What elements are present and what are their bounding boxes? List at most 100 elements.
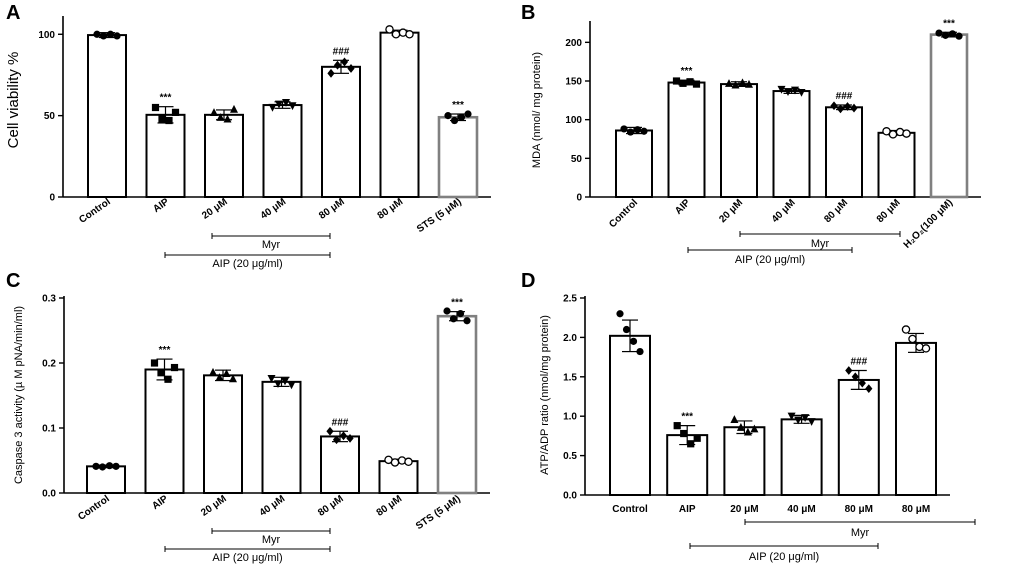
panel-a-bar [204, 113, 244, 198]
panel-a-category-label: 20 μM [200, 196, 230, 221]
panel-a-data-point [216, 113, 225, 121]
panel-b-letter: B [521, 2, 535, 24]
panel-c-significance: *** [451, 298, 463, 309]
panel-b-ylabel: MDA (nmol/ mg protein) [531, 52, 543, 168]
panel-b-data-point [640, 127, 648, 135]
panel-a-data-point [268, 103, 277, 112]
panel-d-data-point [750, 424, 759, 433]
panel-b-aip-label: AIP (20 μg/ml) [735, 254, 805, 266]
panel-d-category-label: 40 μM [787, 504, 815, 515]
panel-b-data-point [830, 101, 838, 111]
panel-d-category-label: 80 μM [845, 504, 873, 515]
panel-c-category-label: AIP [150, 493, 170, 512]
panel-c-data-point [229, 374, 237, 383]
panel-a-bar [262, 104, 303, 198]
panel-a-data-point [405, 30, 414, 39]
panel-a-category-label: STS (5 μM) [415, 196, 464, 235]
panel-b-ytick-label: 50 [571, 154, 583, 165]
panel-d-data-point [908, 334, 917, 344]
panel-c-data-point [92, 462, 100, 470]
panel-a-data-point [171, 108, 180, 116]
panel-c-bar [436, 314, 478, 495]
panel-d-category-label: 20 μM [730, 504, 758, 515]
panel-d-data-point [794, 416, 803, 425]
panel-d-myr-label: Myr [851, 527, 870, 539]
panel-b-data-point [633, 126, 642, 134]
panel-a-data-point [327, 68, 335, 78]
panel-b-category-label: 20 μM [717, 197, 745, 225]
panel-c: C Caspase 3 activity (µ M pNA/min/ml) 0.… [6, 270, 490, 564]
panel-a-category-label: AIP [151, 196, 171, 215]
panel-a-myr-label: Myr [262, 239, 281, 251]
panel-b-data-point [836, 104, 845, 114]
panel-b-bar [615, 129, 653, 198]
panel-c-ytick-label: 0.0 [42, 489, 56, 500]
panel-b-data-point [745, 79, 753, 88]
panel-d-data-point [629, 337, 638, 345]
panel-b-bar [667, 81, 706, 198]
panel-d-data-point [743, 427, 752, 436]
panel-b-data-point [686, 78, 694, 86]
panel-c-data-point [287, 381, 296, 390]
panel-c-ylabel: Caspase 3 activity (µ M pNA/min/ml) [13, 306, 25, 484]
panel-d-data-point [736, 423, 745, 431]
panel-b-category-label: H₂O₂(100 μM) [902, 197, 955, 250]
panel-d-data-point [901, 325, 911, 334]
panel-c-category-label: 80 μM [316, 493, 346, 518]
panel-a-data-point [444, 112, 452, 120]
panel-c-data-point [98, 463, 107, 471]
panel-d-category-label: Control [612, 504, 648, 515]
panel-b-data-point [784, 88, 792, 97]
panel-d-bar [723, 426, 766, 496]
panel-b-category-label: Control [607, 197, 640, 230]
panel-d-data-point [921, 344, 931, 353]
panel-a-data-point [165, 116, 173, 125]
panel-b-data-point [738, 78, 747, 87]
panel-d-ylabel: ATP/ADP ratio (nmol/mg protein) [539, 315, 551, 475]
panel-a-data-point [113, 32, 121, 40]
panel-a-data-point [282, 99, 290, 107]
panel-a-data-point [450, 116, 459, 125]
panel-c-bar [203, 374, 243, 495]
panel-a-letter: A [6, 2, 20, 24]
panel-d-ytick-label: 1.5 [563, 372, 577, 383]
panel-a-significance: ### [333, 46, 350, 57]
panel-d-aip-label: AIP (20 μg/ml) [749, 551, 819, 563]
panel-a-significance: *** [452, 100, 464, 111]
panel-a-data-point [457, 113, 466, 121]
panel-a-data-point [288, 102, 297, 111]
panel-c-letter: C [6, 270, 20, 292]
panel-d-bar [837, 378, 880, 496]
panel-b-data-point [797, 89, 806, 97]
panel-a-data-point [151, 103, 160, 112]
panel-c-data-point [170, 363, 179, 372]
panel-b-significance: ### [836, 91, 853, 102]
panel-b-bar [720, 83, 758, 198]
panel-c-bar [378, 460, 419, 494]
panel-a-bar [379, 31, 420, 198]
panel-a-data-point [391, 30, 401, 39]
panel-b-ytick-label: 200 [565, 38, 582, 49]
panel-a-significance: *** [160, 93, 172, 104]
panel-b-data-point [941, 31, 950, 39]
panel-d-data-point [801, 414, 810, 422]
panel-a: A Cell viability % 0 50 100 Control *** AIP 20… [5, 2, 491, 270]
panel-b-data-point [843, 102, 852, 111]
panel-a-aip-label: AIP (20 μg/ml) [212, 258, 282, 270]
panel-d-ytick-label: 0.5 [563, 451, 577, 462]
panel-d-data-point [787, 412, 796, 421]
panel-c-data-point [449, 315, 458, 323]
panel-a-bar [145, 113, 186, 198]
panel-b-ytick-label: 150 [565, 77, 582, 88]
panel-b-category-label: 80 μM [822, 197, 850, 225]
panel-d: D ATP/ADP ratio (nmol/mg protein) 0.0 0.5… [521, 270, 976, 563]
panel-d-data-point [851, 372, 859, 382]
panel-c-data-point [164, 375, 172, 383]
panel-b-data-point [672, 77, 681, 85]
panel-a-data-point [158, 115, 166, 123]
panel-c-category-label: 80 μM [375, 493, 405, 518]
panel-b-bar [825, 106, 863, 198]
panel-b-data-point [679, 79, 687, 87]
panel-d-category-label: 80 μM [902, 504, 930, 515]
panel-d-data-point [807, 418, 816, 426]
